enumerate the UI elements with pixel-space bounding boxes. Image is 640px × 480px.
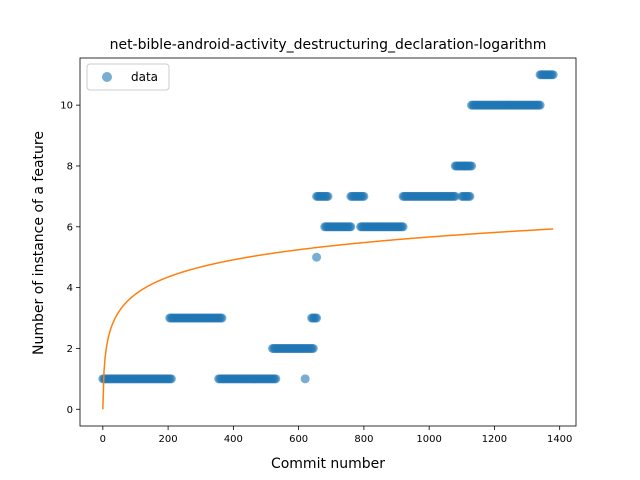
data-point (166, 374, 176, 384)
y-tick-label: 0 (67, 405, 73, 416)
data-point (271, 374, 281, 384)
x-tick-label: 400 (224, 434, 243, 445)
data-point (548, 70, 558, 80)
legend-frame (86, 63, 170, 91)
legend: data (86, 63, 170, 91)
data-point (300, 374, 310, 384)
x-tick-label: 0 (100, 434, 106, 445)
x-tick-label: 200 (159, 434, 178, 445)
data-point (359, 191, 369, 201)
fit-curve (102, 228, 554, 410)
data-point (308, 343, 318, 353)
data-point (465, 191, 475, 201)
x-tick-label: 1400 (547, 434, 572, 445)
data-point (323, 191, 333, 201)
data-points (98, 70, 558, 384)
x-tick-label: 1200 (482, 434, 507, 445)
data-point (312, 252, 322, 262)
plot-frame (79, 57, 577, 427)
x-axis: 0 200 400 600 800 1000 1200 1400 (100, 426, 572, 445)
y-tick-label: 4 (67, 283, 73, 294)
data-point (312, 313, 322, 323)
data-point (535, 100, 545, 110)
data-point (467, 161, 477, 171)
y-tick-label: 6 (67, 222, 73, 233)
y-axis: 0 2 4 6 8 10 (60, 101, 80, 416)
legend-label-data: data (131, 70, 158, 84)
data-point (346, 222, 356, 232)
chart-title: net-bible-android-activity_destructuring… (110, 37, 547, 53)
plot-area (79, 57, 577, 427)
y-tick-label: 2 (67, 344, 73, 355)
x-axis-label: Commit number (271, 456, 385, 472)
data-point (217, 313, 227, 323)
y-tick-label: 10 (60, 101, 73, 112)
data-point (398, 222, 408, 232)
data-point (450, 191, 460, 201)
y-tick-label: 8 (67, 161, 73, 172)
x-tick-label: 800 (354, 434, 373, 445)
y-axis-label: Number of instance of a feature (31, 131, 47, 355)
legend-marker-data (102, 72, 112, 82)
x-tick-label: 600 (289, 434, 308, 445)
x-tick-label: 1000 (416, 434, 441, 445)
